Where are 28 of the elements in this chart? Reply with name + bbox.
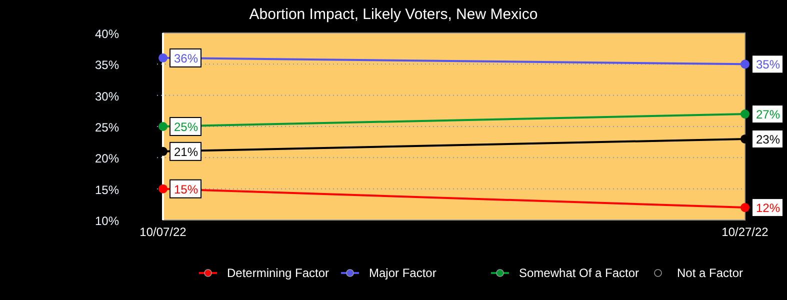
y-tick-label: 25% — [94, 120, 120, 134]
legend-label: Somewhat Of a Factor — [519, 266, 640, 280]
point — [740, 203, 750, 212]
data-label: 15% — [174, 182, 198, 196]
data-label: 36% — [174, 51, 198, 66]
y-tick-label: 40% — [94, 27, 120, 41]
point — [740, 110, 750, 119]
data-label: 21% — [174, 144, 198, 159]
data-label: 27% — [756, 108, 780, 122]
y-tick-label: 30% — [94, 89, 120, 104]
data-label: 23% — [756, 132, 780, 146]
x-tick-label: 10/27/22 — [722, 225, 769, 239]
point — [158, 184, 168, 194]
legend-label: Determining Factor — [227, 266, 330, 280]
legend-label: Not a Factor — [677, 266, 744, 280]
legend-label: Major Factor — [369, 266, 436, 280]
point — [740, 60, 750, 69]
data-label: 25% — [174, 120, 198, 134]
chart-title: Abortion Impact, Likely Voters, New Mexico — [249, 6, 538, 23]
data-label: 35% — [756, 58, 780, 72]
point — [158, 122, 168, 131]
x-tick-label: 10/07/22 — [140, 225, 187, 239]
y-tick-label: 15% — [94, 182, 120, 197]
data-label: 12% — [756, 201, 780, 216]
y-tick-label: 20% — [94, 152, 120, 166]
point — [158, 53, 168, 62]
y-tick-label: 35% — [94, 58, 120, 72]
y-tick-label: 10% — [94, 214, 120, 228]
